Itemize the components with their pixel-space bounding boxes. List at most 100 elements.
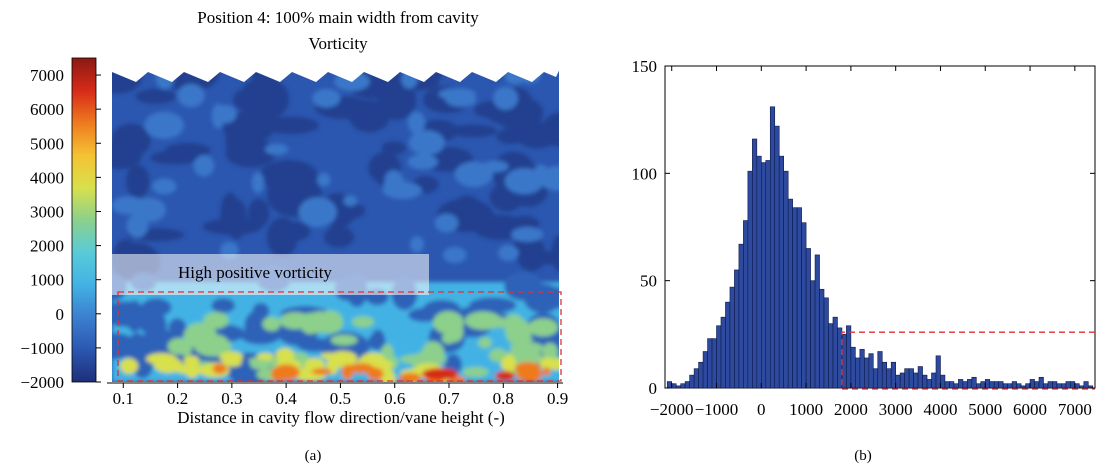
y-tick-label-b: 0 [649,379,658,398]
histogram-bar [954,384,958,388]
histogram-bar [972,377,976,388]
contour-patch-mid [455,162,493,188]
contour-patch-blue [90,333,138,359]
histogram-bar [797,208,801,388]
histogram-bar [842,334,846,388]
contour-patch-red [495,371,515,381]
field-gap-right [559,62,565,384]
contour-patch-dark [233,90,254,110]
histogram-bar [1026,384,1030,388]
contour-patch-mid [312,89,340,108]
panel-label-b: (b) [854,448,872,464]
x-tick-label-a: 0.2 [167,389,188,408]
histogram-bar [932,373,936,388]
contour-patch-blue [539,287,572,309]
contour-patch-yellow [184,356,200,366]
x-ticks-a: 0.1 0.2 0.3 0.4 0.5 0.6 0.7 0.8 0.9 [113,383,569,408]
contour-patch-green [433,311,464,334]
contour-patch-green [462,367,488,377]
contour-patch-mid [194,155,215,176]
contour-patch-mid [443,247,466,263]
histogram-bar [811,281,815,388]
histogram-bar [945,382,949,388]
histogram-bar [828,324,832,388]
contour-patch-mid [511,227,543,242]
histogram-bar [949,382,953,388]
chart-a-subtitle: Vorticity [308,34,368,53]
contour-patch-mid [493,87,518,110]
contour-patch-green [528,318,558,336]
contour-patch-yellow [321,353,336,360]
histogram-bar [1003,384,1007,388]
contour-patch-yellow [503,355,516,372]
contour-patch-mid [144,112,184,139]
histogram-bar [851,347,855,388]
histogram-bar [923,375,927,388]
histogram-bar [802,223,806,388]
contour-patch-blue [211,298,235,313]
histogram-bar [873,369,877,388]
histogram-bar [1075,384,1079,388]
contour-patch-orange [517,367,543,382]
colorbar-tick-label: 6000 [30,100,64,119]
contour-patch-mid [177,84,204,107]
vorticity-histogram-panel: 0 50 100 150 −2000 −1000 0 1000 2000 3000 4000 500… [632,57,1096,464]
histogram-bar [855,358,859,388]
histogram-bar [712,339,716,388]
histogram-bar [676,386,680,388]
contour-patch-mid [112,196,144,214]
histogram-bar [699,362,703,388]
histogram-bar [667,382,671,388]
histogram-bar [864,358,868,388]
contour-patch-red [422,368,458,380]
annotation-high-positive-vorticity: High positive vorticity [178,263,332,282]
histogram-bar [1035,382,1039,388]
x-axis-label-a: Distance in cavity flow direction/vane h… [177,408,505,427]
chart-a-title: Position 4: 100% main width from cavity [197,8,479,27]
histogram-bar [882,362,886,388]
y-tick-label-b: 100 [632,164,658,183]
histogram-bar [820,289,824,388]
x-tick-label-a: 0.7 [438,389,460,408]
contour-patch-orange [542,368,551,376]
histogram-bar [878,352,882,388]
histogram-bar [914,373,918,388]
contour-patch-mid [505,168,544,194]
contour-patch-green [422,341,445,366]
y-ticks-b: 0 50 100 150 [632,57,1096,398]
contour-patch-dark [111,124,151,158]
histogram-bar [721,317,725,388]
histogram-bar [887,369,891,388]
x-tick-label-b: 1000 [789,400,823,419]
contour-patch-mid [445,92,476,107]
histogram-bar [734,270,738,388]
colorbar [72,58,96,382]
histogram-bar [690,375,694,388]
histogram-bar [743,221,747,388]
histogram-bar [994,382,998,388]
histogram-bar [708,339,712,388]
contour-patch-mid [410,236,424,253]
histogram-bar [1043,384,1047,388]
contour-patch-dark [259,160,317,191]
contour-patch-green [262,317,280,331]
histogram-bar [685,382,689,388]
contour-patch-orange [213,363,227,374]
contour-patch-mid [152,178,176,194]
histogram-bar [725,302,729,388]
contour-patch-dark [126,165,150,198]
contour-patch-dark [228,199,247,230]
contour-patch-mid [407,154,438,169]
colorbar-tick-label: 4000 [30,168,64,187]
histogram-bar [990,382,994,388]
histogram-bar [793,208,797,388]
contour-patch-yellow [257,353,274,360]
colorbar-tick-label: 7000 [30,66,64,85]
histogram-bar [757,156,761,388]
histogram-bar [905,369,909,388]
histogram-bar [846,326,850,388]
histogram-bar [963,382,967,388]
contour-patch-mid [215,105,237,123]
colorbar-tick-label: −1000 [20,339,64,358]
